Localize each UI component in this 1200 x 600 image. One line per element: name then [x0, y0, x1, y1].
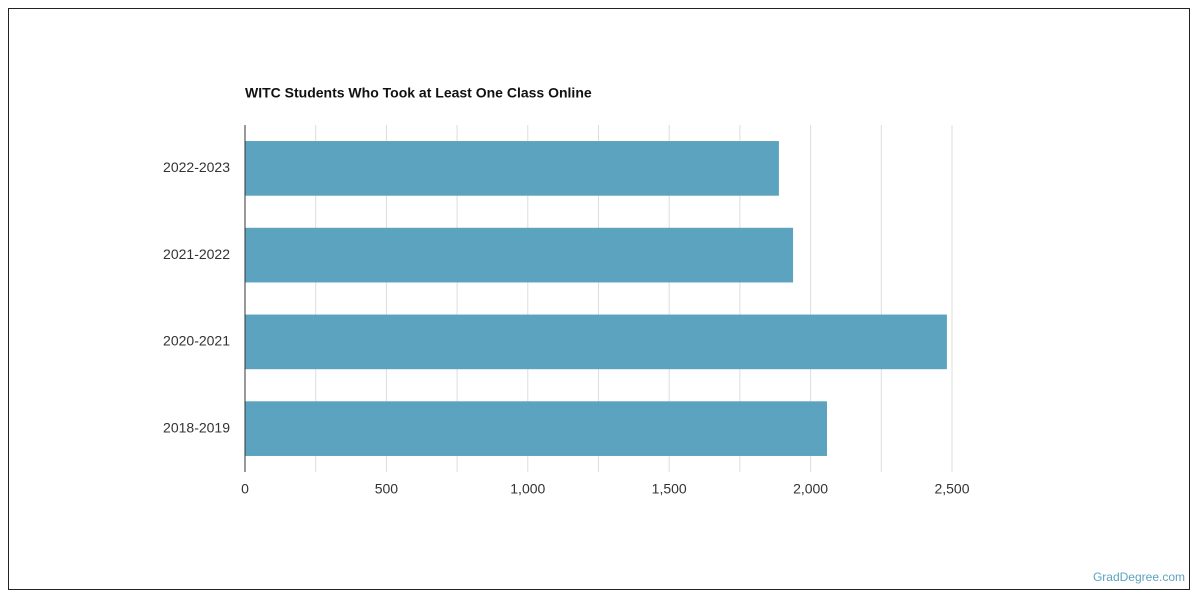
x-tick-label: 1,000 — [510, 481, 545, 497]
chart-title: WITC Students Who Took at Least One Clas… — [245, 85, 592, 101]
x-tick-label: 1,500 — [652, 481, 687, 497]
x-tick-label: 0 — [241, 481, 249, 497]
y-tick-label: 2021-2022 — [163, 246, 230, 262]
bar — [245, 227, 794, 283]
source: GradDegree.com — [1093, 570, 1185, 584]
y-tick-label: 2018-2019 — [163, 419, 230, 435]
bar — [245, 314, 947, 370]
bar — [245, 141, 779, 196]
x-tick-label: 2,500 — [934, 481, 969, 497]
x-tick-label: 500 — [375, 481, 399, 497]
y-tick-label: 2022-2023 — [163, 159, 230, 175]
bar — [245, 401, 828, 456]
y-tick-label: 2020-2021 — [163, 333, 230, 349]
x-tick-label: 2,000 — [793, 481, 828, 497]
